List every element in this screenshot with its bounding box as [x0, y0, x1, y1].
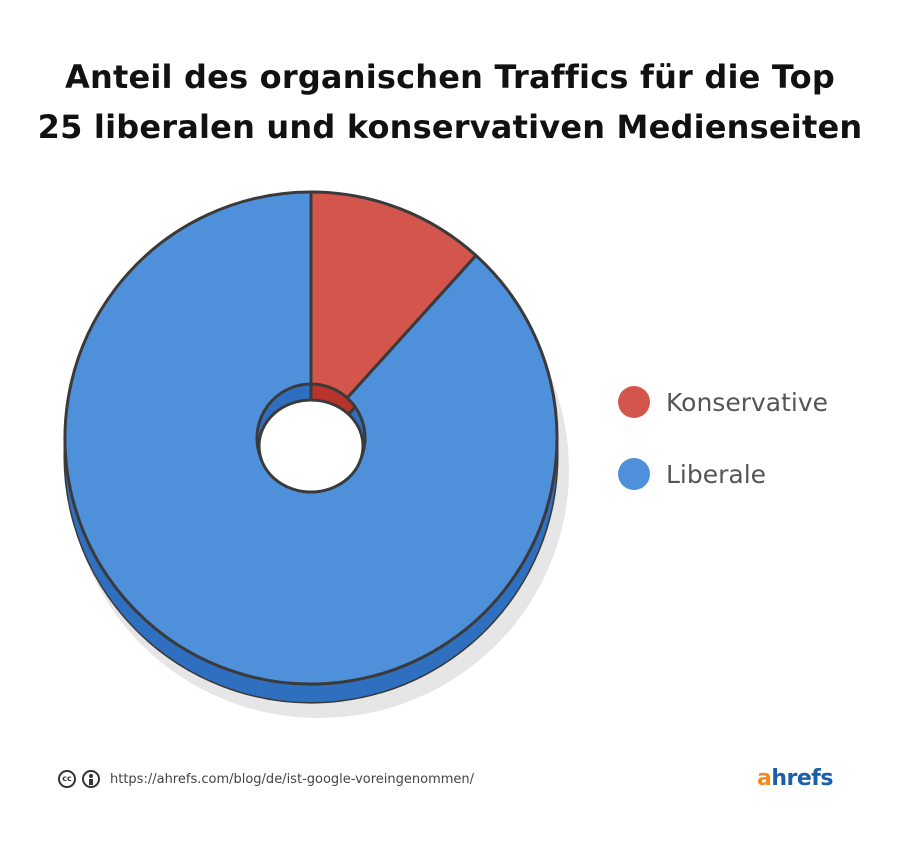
donut-slice-konservative [309, 190, 478, 400]
ahrefs-logo: ahrefs [757, 766, 833, 791]
donut-hole [257, 398, 365, 494]
chart-title: Anteil des organischen Traffics für die … [0, 52, 900, 152]
legend-swatch-konservative [618, 386, 650, 418]
legend-label-liberale: Liberale [666, 459, 767, 489]
ahrefs-logo-rest: hrefs [771, 766, 833, 791]
legend-swatch-liberale [618, 458, 650, 490]
chart-title-line-1: Anteil des organischen Traffics für die … [65, 58, 835, 96]
footer: cc https://ahrefs.com/blog/de/ist-google… [58, 770, 474, 788]
source-url[interactable]: https://ahrefs.com/blog/de/ist-google-vo… [110, 771, 475, 787]
ahrefs-logo-a: a [757, 766, 772, 791]
attribution-icon [82, 770, 100, 788]
legend-item-liberale: Liberale [618, 454, 828, 494]
legend-label-konservative: Konservative [666, 387, 829, 417]
creative-commons-icon: cc [58, 770, 76, 788]
legend-item-konservative: Konservative [618, 382, 828, 422]
chart-title-line-2: 25 liberalen und konservativen Mediensei… [37, 108, 863, 146]
chart-legend: Konservative Liberale [618, 382, 828, 526]
